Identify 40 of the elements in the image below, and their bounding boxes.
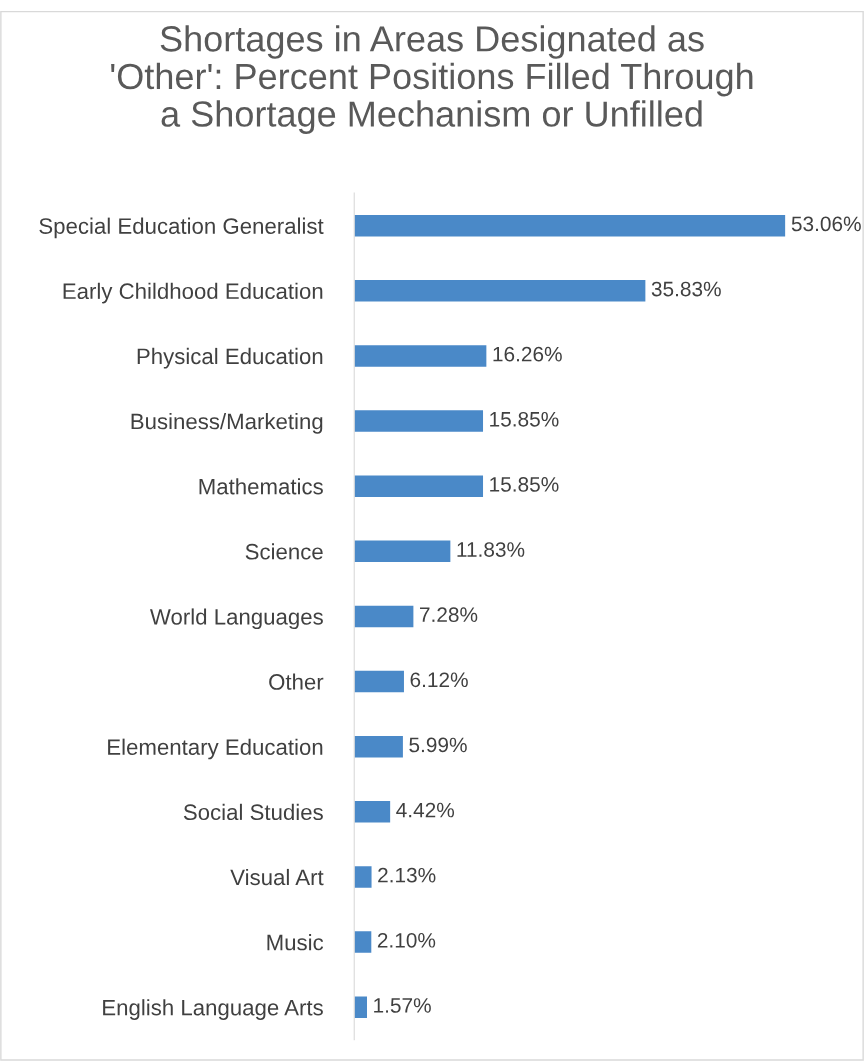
bar bbox=[354, 214, 786, 237]
data-label: 15.85% bbox=[490, 477, 559, 492]
chart-title: Shortages in Areas Designated as 'Other': Percent Positions Filled Through a Shortage Mechanism or Unfilled bbox=[111, 25, 753, 134]
data-label: 16.26% bbox=[493, 346, 562, 362]
y-tick-label: Special Education Generalist bbox=[39, 217, 324, 239]
bar bbox=[354, 605, 414, 628]
y-tick-label: Elementary Education bbox=[108, 738, 323, 760]
y-tick-label: Music bbox=[267, 934, 324, 951]
data-label: 5.99% bbox=[409, 737, 467, 753]
data-label: 6.12% bbox=[410, 672, 468, 688]
data-label: 4.42% bbox=[396, 802, 455, 818]
bar bbox=[354, 540, 451, 563]
data-label: 2.13% bbox=[378, 867, 436, 883]
y-tick-label: Business/Marketing bbox=[131, 413, 323, 434]
data-label: 53.06% bbox=[791, 216, 861, 232]
y-tick-label: Other bbox=[269, 673, 324, 690]
y-tick-label: Physical Education bbox=[137, 347, 323, 369]
y-tick-label: Social Studies bbox=[183, 803, 323, 821]
bar bbox=[354, 345, 487, 367]
bar bbox=[354, 931, 372, 953]
data-label: 11.83% bbox=[457, 542, 525, 557]
y-tick-label: English Language Arts bbox=[103, 999, 323, 1020]
bar bbox=[354, 670, 404, 693]
data-label: 35.83% bbox=[651, 281, 721, 297]
y-tick-label: Science bbox=[245, 543, 323, 560]
bar bbox=[354, 866, 372, 888]
bar bbox=[354, 475, 484, 497]
data-label: 15.85% bbox=[490, 411, 559, 427]
y-tick-label: World Languages bbox=[150, 608, 323, 630]
bar bbox=[354, 735, 403, 758]
data-label: 7.28% bbox=[420, 607, 478, 623]
y-tick-label: Early Childhood Education bbox=[63, 282, 323, 304]
data-label: 1.57% bbox=[374, 998, 431, 1013]
bar bbox=[354, 280, 646, 302]
bar bbox=[354, 410, 484, 432]
y-tick-label: Mathematics bbox=[199, 478, 323, 495]
bar bbox=[354, 801, 391, 823]
data-label: 2.10% bbox=[377, 932, 436, 948]
bar bbox=[354, 996, 367, 1018]
y-tick-label: Visual Art bbox=[230, 868, 324, 886]
